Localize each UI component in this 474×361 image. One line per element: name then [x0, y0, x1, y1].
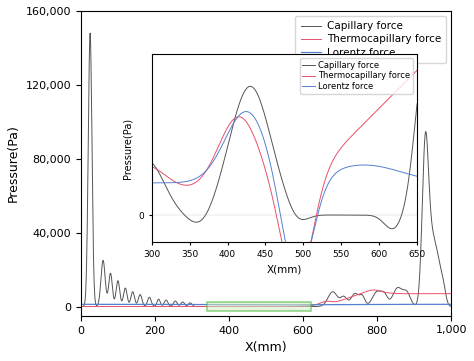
Capillary force	[401, 287, 407, 292]
Capillary force	[78, 304, 84, 309]
Capillary force	[87, 31, 93, 35]
Capillary force	[448, 304, 454, 309]
Y-axis label: Pressure(Pa): Pressure(Pa)	[7, 125, 20, 202]
Thermocapillary force	[448, 291, 454, 296]
Thermocapillary force	[120, 304, 126, 309]
Y-axis label: Pressure(Pa): Pressure(Pa)	[123, 117, 133, 179]
X-axis label: X(mm): X(mm)	[267, 264, 302, 274]
Capillary force	[441, 283, 447, 287]
Lorentz force	[448, 302, 454, 306]
Thermocapillary force	[441, 291, 447, 296]
Line: Capillary force: Capillary force	[81, 33, 451, 306]
Capillary force	[237, 304, 242, 309]
Capillary force	[142, 304, 148, 308]
Lorentz force	[78, 302, 84, 306]
Lorentz force	[120, 302, 126, 306]
Line: Lorentz force: Lorentz force	[81, 304, 451, 305]
Thermocapillary force	[78, 304, 84, 309]
Lorentz force	[263, 303, 269, 307]
Thermocapillary force	[220, 304, 226, 309]
Thermocapillary force	[236, 304, 242, 309]
Lorentz force	[220, 303, 226, 307]
Thermocapillary force	[371, 288, 376, 292]
Bar	[207, 302, 310, 311]
Capillary force	[220, 304, 226, 309]
X-axis label: X(mm): X(mm)	[245, 341, 287, 354]
Thermocapillary force	[142, 304, 148, 309]
Legend: Capillary force, Thermocapillary force, Lorentz force: Capillary force, Thermocapillary force, …	[295, 16, 446, 63]
Legend: Capillary force, Thermocapillary force, Lorentz force: Capillary force, Thermocapillary force, …	[300, 58, 413, 93]
Capillary force	[120, 294, 126, 299]
Thermocapillary force	[401, 292, 407, 296]
Capillary force	[227, 304, 233, 309]
Lorentz force	[142, 302, 148, 306]
Lorentz force	[401, 302, 407, 306]
Line: Thermocapillary force: Thermocapillary force	[81, 290, 451, 306]
Lorentz force	[236, 303, 242, 307]
Lorentz force	[441, 302, 447, 306]
